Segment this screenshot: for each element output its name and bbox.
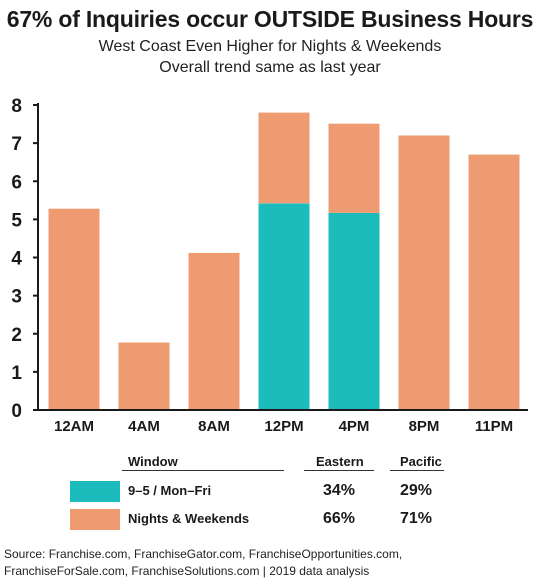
source-line-2: FranchiseForSale.com, FranchiseSolutions… — [4, 564, 370, 578]
legend-pacific-value: 71% — [400, 510, 433, 527]
y-tick-label: 4 — [11, 249, 22, 270]
chart-subtitle: West Coast Even Higher for Nights & Week… — [98, 38, 442, 55]
bar-business-12pm — [258, 203, 310, 410]
legend-header-pacific: Pacific — [400, 454, 442, 469]
bar-nights-8pm — [398, 135, 450, 410]
y-tick-label: 1 — [11, 363, 22, 384]
legend-header-window: Window — [128, 454, 178, 469]
y-tick-label: 6 — [11, 172, 22, 193]
chart-title: 67% of Inquiries occur OUTSIDE Business … — [6, 6, 534, 32]
legend-swatch-business — [70, 481, 120, 502]
x-tick-label: 11PM — [475, 418, 513, 435]
y-tick-label: 5 — [11, 210, 22, 231]
bar-nights-4pm — [328, 123, 380, 213]
bar-nights-12pm — [258, 112, 310, 204]
bar-business-4pm — [328, 212, 380, 410]
x-tick-label: 12PM — [264, 418, 303, 435]
chart-subtitle-2: Overall trend same as last year — [159, 59, 381, 76]
legend-pacific-value: 29% — [400, 482, 433, 499]
bar-nights-8am — [188, 252, 240, 410]
legend-label: Nights & Weekends — [128, 511, 250, 526]
legend-row-nights: Nights & Weekends 66% 71% — [60, 507, 480, 533]
source-note: Source: Franchise.com, FranchiseGator.co… — [4, 546, 402, 580]
header-rule-window — [122, 470, 284, 471]
legend-row-business: 9–5 / Mon–Fri 34% 29% — [60, 479, 480, 505]
x-tick-label: 8AM — [198, 418, 230, 435]
source-line-1: Source: Franchise.com, FranchiseGator.co… — [4, 547, 403, 561]
bar-nights-12am — [48, 208, 100, 410]
y-tick-label: 3 — [11, 287, 22, 308]
x-tick-label: 8PM — [409, 418, 440, 435]
x-tick-label: 4AM — [128, 418, 160, 435]
legend-eastern-value: 66% — [323, 510, 356, 527]
y-tick-label: 7 — [11, 134, 22, 155]
y-tick-label: 2 — [11, 325, 22, 346]
legend-eastern-value: 34% — [323, 482, 356, 499]
bar-nights-4am — [118, 342, 170, 410]
bar-nights-11pm — [468, 154, 520, 410]
x-tick-label: 12AM — [54, 418, 94, 435]
y-tick-label: 8 — [11, 96, 22, 117]
x-tick-label: 4PM — [339, 418, 370, 435]
bar-chart: 12AM 4AM 8AM 12PM 4PM 8PM 11PM 0 1 2 3 4 5 6 7 8 — [11, 96, 528, 435]
legend-swatch-nights — [70, 509, 120, 530]
header-rule-eastern — [304, 470, 374, 471]
y-tick-label: 0 — [11, 401, 22, 422]
header-rule-pacific — [390, 470, 444, 471]
legend-label: 9–5 / Mon–Fri — [128, 483, 212, 498]
legend-header-eastern: Eastern — [316, 454, 364, 469]
